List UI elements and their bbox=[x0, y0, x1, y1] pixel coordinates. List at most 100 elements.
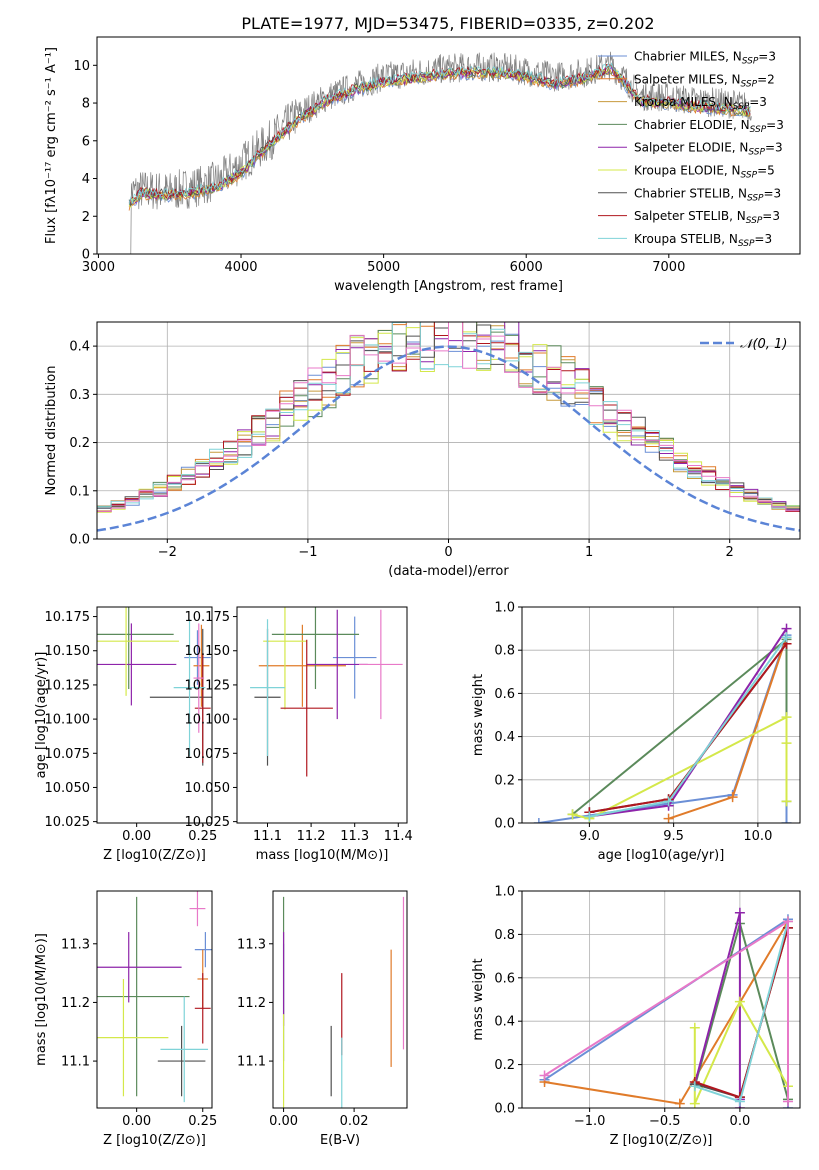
x-axis-label: Z [log10(Z/Z⊙)] bbox=[103, 1133, 206, 1148]
y-tick-label: 0.4 bbox=[494, 730, 515, 745]
y-tick-label: 10.100 bbox=[45, 713, 91, 728]
normal-curve bbox=[97, 345, 800, 532]
histogram-step bbox=[97, 322, 800, 512]
x-tick-label: 10.0 bbox=[743, 829, 772, 844]
legend-label: Salpeter STELIB, NSSP=3 bbox=[634, 209, 780, 226]
panel-mass-vs-ebv: 0.00 0.02 11.1 11.2 11.3 E(B-V) bbox=[237, 890, 408, 1148]
y-tick-label: 8 bbox=[82, 97, 90, 112]
y-tick-label: 0.3 bbox=[69, 388, 90, 403]
y-tick-label: 0.4 bbox=[69, 340, 90, 355]
x-axis-label: (data-model)/error bbox=[388, 564, 509, 579]
y-tick-label: 10.050 bbox=[185, 781, 231, 796]
panel-weight-vs-z: −1.0 −0.5 0.0 0.0 0.2 0.4 0.6 0.8 1.0 Z [log10(Z/… bbox=[471, 885, 801, 1148]
x-axis-label: Z [log10(Z/Z⊙)] bbox=[610, 1133, 713, 1148]
axes-border bbox=[96, 606, 213, 824]
y-axis-label: mass weight bbox=[471, 958, 486, 1040]
x-tick-label: 0.02 bbox=[340, 1114, 369, 1129]
x-tick-label: 0.00 bbox=[122, 1114, 151, 1129]
series-point bbox=[663, 813, 674, 823]
y-tick-label: 10.075 bbox=[185, 747, 231, 762]
figure-title: PLATE=1977, MJD=53475, FIBERID=0335, z=0… bbox=[241, 14, 654, 33]
panel-age-vs-z: 0.00 0.25 10.025 10.050 10.075 10.100 10.125 10… bbox=[34, 606, 217, 863]
x-axis-label: Z [log10(Z/Z⊙)] bbox=[103, 848, 206, 863]
axes-border bbox=[521, 890, 801, 1109]
x-tick-label: −0.5 bbox=[649, 1114, 681, 1129]
x-tick-label: 0.25 bbox=[188, 1114, 217, 1129]
panel-residuals: −2 −1 0 1 2 0.0 0.1 0.2 0.3 0.4 (data-model)/error… bbox=[44, 321, 801, 579]
y-tick-label: 0.2 bbox=[494, 1058, 515, 1073]
plot-area bbox=[97, 891, 212, 1103]
y-axis-label: mass weight bbox=[471, 674, 486, 756]
x-tick-label: −1.0 bbox=[574, 1114, 606, 1129]
series-point bbox=[781, 738, 792, 749]
y-tick-label: 11.2 bbox=[61, 996, 90, 1011]
y-axis-label: Flux [fλ10⁻¹⁷ erg cm⁻² s⁻¹ A⁻¹] bbox=[44, 47, 59, 244]
axes-border bbox=[272, 890, 408, 1109]
y-tick-label: 0.8 bbox=[494, 644, 515, 659]
x-tick-label: 11.1 bbox=[253, 829, 282, 844]
legend-label: Kroupa ELODIE, NSSP=5 bbox=[634, 164, 775, 181]
x-tick-label: 0.0 bbox=[730, 1114, 751, 1129]
y-tick-label: 10.125 bbox=[45, 678, 91, 693]
plot-area bbox=[533, 623, 792, 823]
legend-label: Chabrier MILES, NSSP=3 bbox=[634, 50, 776, 67]
y-tick-label: 1.0 bbox=[494, 885, 515, 900]
x-tick-label: 11.3 bbox=[340, 829, 369, 844]
series-point bbox=[689, 1098, 700, 1108]
y-axis-label: Normed distribution bbox=[44, 366, 59, 496]
y-tick-label: 0.6 bbox=[494, 687, 515, 702]
x-tick-label: 9.5 bbox=[663, 829, 684, 844]
x-axis-label: mass [log10(M/M⊙)] bbox=[256, 848, 389, 863]
x-tick-label: 5000 bbox=[367, 260, 400, 275]
axes-frame: −1.0 −0.5 0.0 0.0 0.2 0.4 0.6 0.8 1.0 Z [log10(Z/… bbox=[471, 885, 801, 1148]
axes-frame: 3000 4000 5000 6000 7000 0 2 4 6 8 10 wavelength [A… bbox=[44, 36, 801, 294]
series-point bbox=[734, 1096, 745, 1107]
spectrum-legend: Chabrier MILES, NSSP=3 Salpeter MILES, NS… bbox=[598, 50, 784, 249]
y-tick-label: 0.2 bbox=[494, 773, 515, 788]
x-tick-label: 1 bbox=[585, 545, 593, 560]
y-tick-label: 0.4 bbox=[494, 1015, 515, 1030]
legend-label: Salpeter ELODIE, NSSP=3 bbox=[634, 141, 783, 158]
plot-area bbox=[97, 322, 800, 532]
series-point bbox=[727, 792, 738, 803]
y-tick-label: 0 bbox=[82, 248, 90, 263]
y-tick-label: 11.1 bbox=[237, 1055, 266, 1070]
y-tick-label: 10.150 bbox=[185, 644, 231, 659]
x-tick-label: −1 bbox=[298, 545, 317, 560]
series-point bbox=[734, 996, 745, 1007]
x-tick-label: 11.4 bbox=[384, 829, 413, 844]
axes-frame: 11.1 11.2 11.3 11.4 10.025 10.050 10.075 10.100… bbox=[185, 606, 413, 863]
x-axis-label: wavelength [Angstrom, rest frame] bbox=[334, 279, 563, 294]
x-tick-label: 0 bbox=[444, 545, 452, 560]
x-tick-label: 3000 bbox=[82, 260, 115, 275]
panel-weight-vs-age: 9.0 9.5 10.0 0.0 0.2 0.4 0.6 0.8 1.0 age [log10(a… bbox=[471, 601, 801, 863]
x-tick-label: 0.00 bbox=[122, 829, 151, 844]
axes-border bbox=[236, 606, 408, 824]
y-tick-label: 11.3 bbox=[61, 937, 90, 952]
panel-age-vs-mass: 11.1 11.2 11.3 11.4 10.025 10.050 10.075 10.100… bbox=[185, 606, 413, 863]
x-tick-label: −2 bbox=[158, 545, 177, 560]
y-tick-label: 10.150 bbox=[45, 644, 91, 659]
series-point bbox=[539, 1070, 550, 1081]
histogram-step bbox=[97, 322, 800, 509]
x-tick-label: 2 bbox=[726, 545, 734, 560]
y-tick-label: 11.1 bbox=[61, 1055, 90, 1070]
x-tick-label: 0.00 bbox=[269, 1114, 298, 1129]
panel-mass-vs-z: 0.00 0.25 11.1 11.2 11.3 Z [log10(Z/Z⊙)] mass … bbox=[34, 890, 217, 1148]
y-tick-label: 10.050 bbox=[45, 781, 91, 796]
axes-border bbox=[96, 890, 213, 1109]
y-tick-label: 10.100 bbox=[185, 713, 231, 728]
series-point bbox=[689, 1081, 700, 1092]
y-tick-label: 11.3 bbox=[237, 937, 266, 952]
y-tick-label: 4 bbox=[82, 172, 90, 187]
model-line-kroupa-stelib bbox=[128, 62, 751, 204]
y-tick-label: 0.0 bbox=[494, 817, 515, 832]
plot-area bbox=[250, 607, 403, 777]
x-tick-label: 7000 bbox=[652, 260, 685, 275]
plot-area bbox=[282, 896, 405, 1108]
plot-area bbox=[97, 607, 212, 766]
y-tick-label: 10.025 bbox=[45, 815, 91, 830]
legend-label: Kroupa STELIB, NSSP=3 bbox=[634, 232, 772, 249]
series-point bbox=[533, 818, 544, 823]
